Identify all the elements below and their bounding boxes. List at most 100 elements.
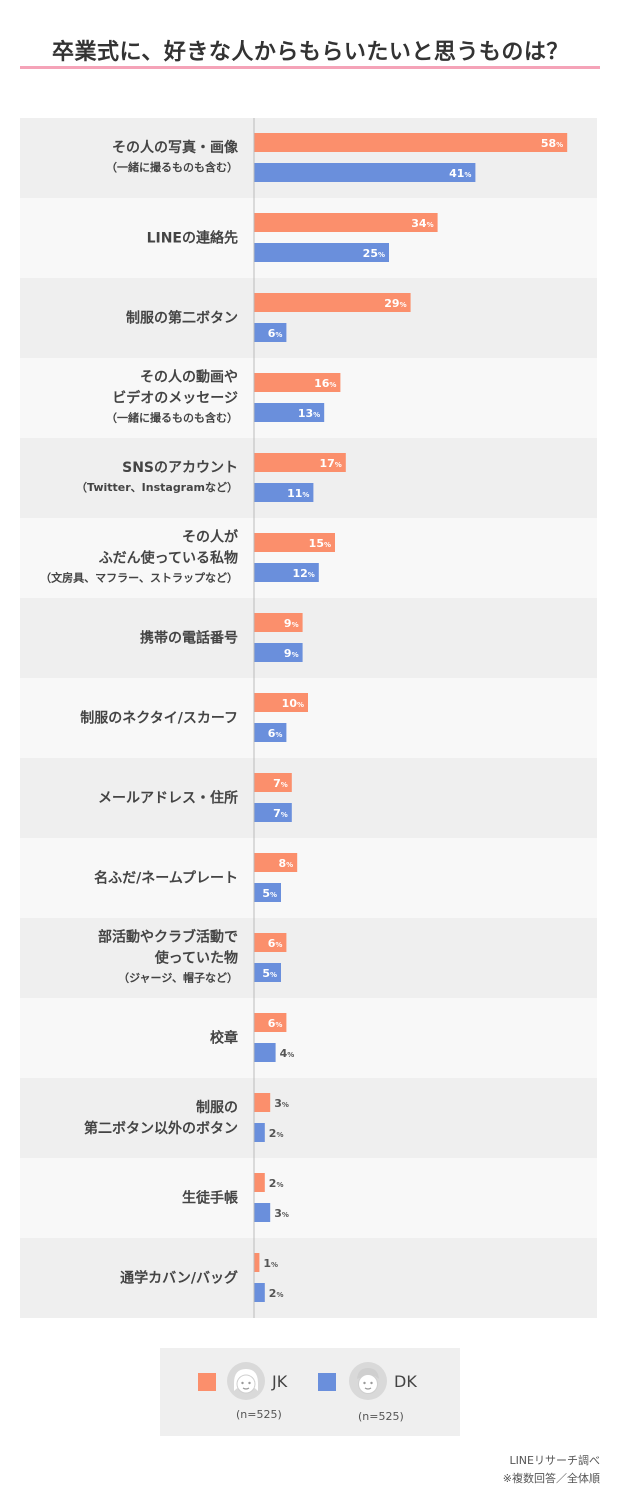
bar-dk: [254, 1283, 265, 1302]
bar-jk: [254, 853, 298, 872]
footer: LINEリサーチ調べ ※複数回答／全体順: [503, 1452, 600, 1488]
category-label: 制服の第二ボタン: [126, 310, 238, 327]
value-label-jk: 6%: [268, 937, 283, 950]
category-label: 携帯の電話番号: [140, 630, 238, 647]
category-label: 生徒手帳: [182, 1190, 238, 1207]
value-label-dk: 2%: [269, 1287, 284, 1300]
method-note: ※複数回答／全体順: [502, 1472, 600, 1485]
value-label-jk: 2%: [269, 1177, 284, 1190]
row-background: [20, 918, 597, 998]
value-label-jk: 10%: [282, 697, 304, 710]
category-sublabel: （一緒に撮るものも含む）: [106, 411, 238, 425]
value-label-jk: 6%: [268, 1017, 283, 1030]
value-label-jk: 29%: [384, 297, 406, 310]
bar-dk: [254, 1043, 276, 1062]
value-label-jk: 8%: [279, 857, 294, 870]
bar-dk: [254, 1123, 265, 1142]
legend-swatch-dk: [318, 1373, 336, 1391]
bar-dk: [254, 643, 303, 662]
legend-swatch-jk: [198, 1373, 216, 1391]
category-label: 通学カバン/バッグ: [120, 1270, 238, 1287]
bar-dk: [254, 723, 287, 742]
category-label: ビデオのメッセージ: [112, 390, 238, 407]
category-label: メールアドレス・住所: [98, 790, 238, 807]
row-background: [20, 838, 597, 918]
row-background: [20, 518, 597, 598]
category-sublabel: （Twitter、Instagramなど）: [76, 481, 238, 494]
value-label-dk: 5%: [262, 887, 277, 900]
bar-dk: [254, 243, 389, 262]
legend-n-dk: (n=525): [358, 1410, 404, 1423]
row-background: [20, 118, 597, 198]
bar-dk: [254, 403, 325, 422]
girl-face-icon: [227, 1362, 265, 1400]
value-label-dk: 2%: [269, 1127, 284, 1140]
bar-dk: [254, 803, 292, 822]
bar-dk: [254, 963, 281, 982]
value-label-jk: 15%: [309, 537, 331, 550]
value-label-jk: 7%: [273, 777, 288, 790]
legend: JK (n=525) DK (n=525): [160, 1348, 460, 1436]
bar-jk: [254, 453, 346, 472]
category-label: 使っていた物: [154, 950, 238, 967]
bar-jk: [254, 613, 303, 632]
category-label: 校章: [210, 1030, 238, 1047]
value-label-dk: 3%: [274, 1207, 289, 1220]
legend-label-jk: JK: [272, 1372, 288, 1391]
category-label: ふだん使っている私物: [99, 550, 238, 567]
bar-jk: [254, 1093, 271, 1112]
value-label-dk: 41%: [449, 167, 471, 180]
row-background: [20, 678, 597, 758]
category-label: 名ふだ/ネームプレート: [94, 870, 238, 887]
bar-jk: [254, 213, 438, 232]
row-background: [20, 358, 597, 438]
row-background: [20, 1238, 597, 1318]
bar-jk: [254, 1253, 260, 1272]
bar-jk: [254, 373, 341, 392]
bar-chart: その人の写真・画像 （一緒に撮るものも含む） 58% 41% LINEの連絡先 34% 25…: [20, 118, 597, 1318]
bar-dk: [254, 483, 314, 502]
category-label: 部活動やクラブ活動で: [98, 929, 238, 946]
row-background: [20, 198, 597, 278]
value-label-dk: 12%: [292, 567, 314, 580]
category-label: その人の動画や: [140, 369, 238, 386]
value-label-dk: 5%: [262, 967, 277, 980]
category-sublabel: （一緒に撮るものも含む）: [106, 160, 238, 174]
row-background: [20, 438, 597, 518]
row-background: [20, 598, 597, 678]
value-label-dk: 7%: [273, 807, 288, 820]
legend-n-jk: (n=525): [236, 1408, 282, 1421]
value-label-dk: 25%: [363, 247, 385, 260]
bar-jk: [254, 133, 568, 152]
category-label: SNSのアカウント: [122, 460, 238, 476]
value-label-dk: 11%: [287, 487, 309, 500]
title-underline: [20, 66, 600, 69]
row-background: [20, 278, 597, 358]
bar-jk: [254, 933, 287, 952]
value-label-dk: 9%: [284, 647, 299, 660]
value-label-jk: 9%: [284, 617, 299, 630]
value-label-dk: 6%: [268, 327, 283, 340]
source-note: LINEリサーチ調べ: [509, 1454, 600, 1467]
category-label: 第二ボタン以外のボタン: [84, 1120, 238, 1137]
bar-dk: [254, 163, 476, 182]
value-label-jk: 3%: [274, 1097, 289, 1110]
value-label-dk: 13%: [298, 407, 320, 420]
bar-jk: [254, 293, 411, 312]
legend-label-dk: DK: [394, 1372, 417, 1391]
bar-dk: [254, 563, 319, 582]
category-label: その人の写真・画像: [112, 139, 239, 156]
chart-title: 卒業式に、好きな人からもらいたいと思うものは？: [52, 40, 569, 65]
bar-dk: [254, 1203, 271, 1222]
category-sublabel: （文房具、マフラー、ストラップなど）: [40, 571, 238, 585]
row-background: [20, 758, 597, 838]
category-label: LINEの連絡先: [147, 230, 238, 247]
row-background: [20, 1158, 597, 1238]
value-label-jk: 17%: [319, 457, 341, 470]
value-label-dk: 4%: [280, 1047, 295, 1060]
bar-dk: [254, 883, 281, 902]
value-label-jk: 16%: [314, 377, 336, 390]
bar-dk: [254, 323, 287, 342]
boy-face-icon: [349, 1362, 387, 1400]
value-label-jk: 1%: [263, 1257, 278, 1270]
